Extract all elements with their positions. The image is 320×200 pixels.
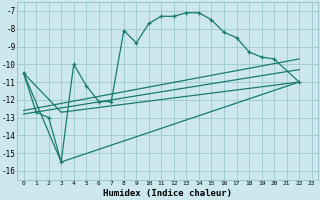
X-axis label: Humidex (Indice chaleur): Humidex (Indice chaleur) [103,189,232,198]
